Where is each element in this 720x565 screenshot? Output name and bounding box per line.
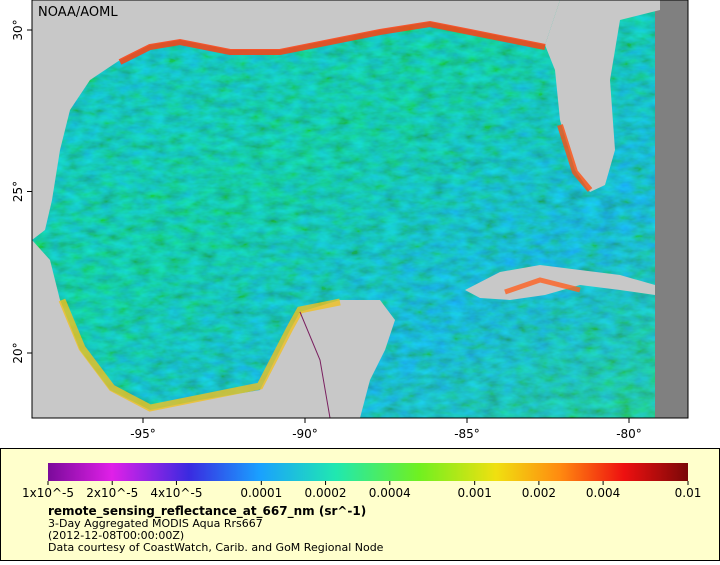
x-tick-label: -80° <box>616 427 642 441</box>
colorbar-tick-label: 0.01 <box>675 486 702 500</box>
colorbar-tick-label: 0.0001 <box>240 486 282 500</box>
y-tick-label: 30° <box>11 19 25 40</box>
coastal-florida <box>557 124 593 192</box>
y-tick-label: 25° <box>11 181 25 202</box>
map-area <box>32 0 688 418</box>
land-mexico <box>32 240 395 418</box>
x-tick-label: -95° <box>130 427 156 441</box>
colorbar-tick-label: 0.001 <box>457 486 491 500</box>
map-frame <box>31 0 689 419</box>
land-florida <box>545 0 660 192</box>
legend-line: Data courtesy of CoastWatch, Carib. and … <box>48 541 384 554</box>
no-data <box>655 0 688 418</box>
watermark: NOAA/AOML <box>38 5 118 20</box>
x-tick-label: -85° <box>454 427 480 441</box>
coastal-cuba <box>504 277 581 295</box>
coastal-high <box>118 20 546 65</box>
border <box>299 311 331 418</box>
colorbar-tick-label: 1x10^-5 <box>22 486 74 500</box>
legend-line: 3-Day Aggregated MODIS Aqua Rrs667 <box>48 517 263 530</box>
land-north <box>32 0 560 240</box>
coastal-mid <box>58 298 341 412</box>
x-tick-label: -90° <box>292 427 318 441</box>
colorbar-title: remote_sensing_reflectance_at_667_nm (sr… <box>48 504 366 519</box>
colorbar-tick-label: 0.004 <box>586 486 620 500</box>
y-tick-label: 20° <box>11 342 25 363</box>
colorbar <box>48 463 688 481</box>
colorbar-tick-label: 0.0002 <box>305 486 347 500</box>
legend-line: (2012-12-08T00:00:00Z) <box>48 529 184 542</box>
colorbar-tick-label: 0.002 <box>522 486 556 500</box>
colorbar-tick-label: 4x10^-5 <box>150 486 202 500</box>
colorbar-tick-label: 2x10^-5 <box>86 486 138 500</box>
colorbar-tick-label: 0.0004 <box>369 486 411 500</box>
